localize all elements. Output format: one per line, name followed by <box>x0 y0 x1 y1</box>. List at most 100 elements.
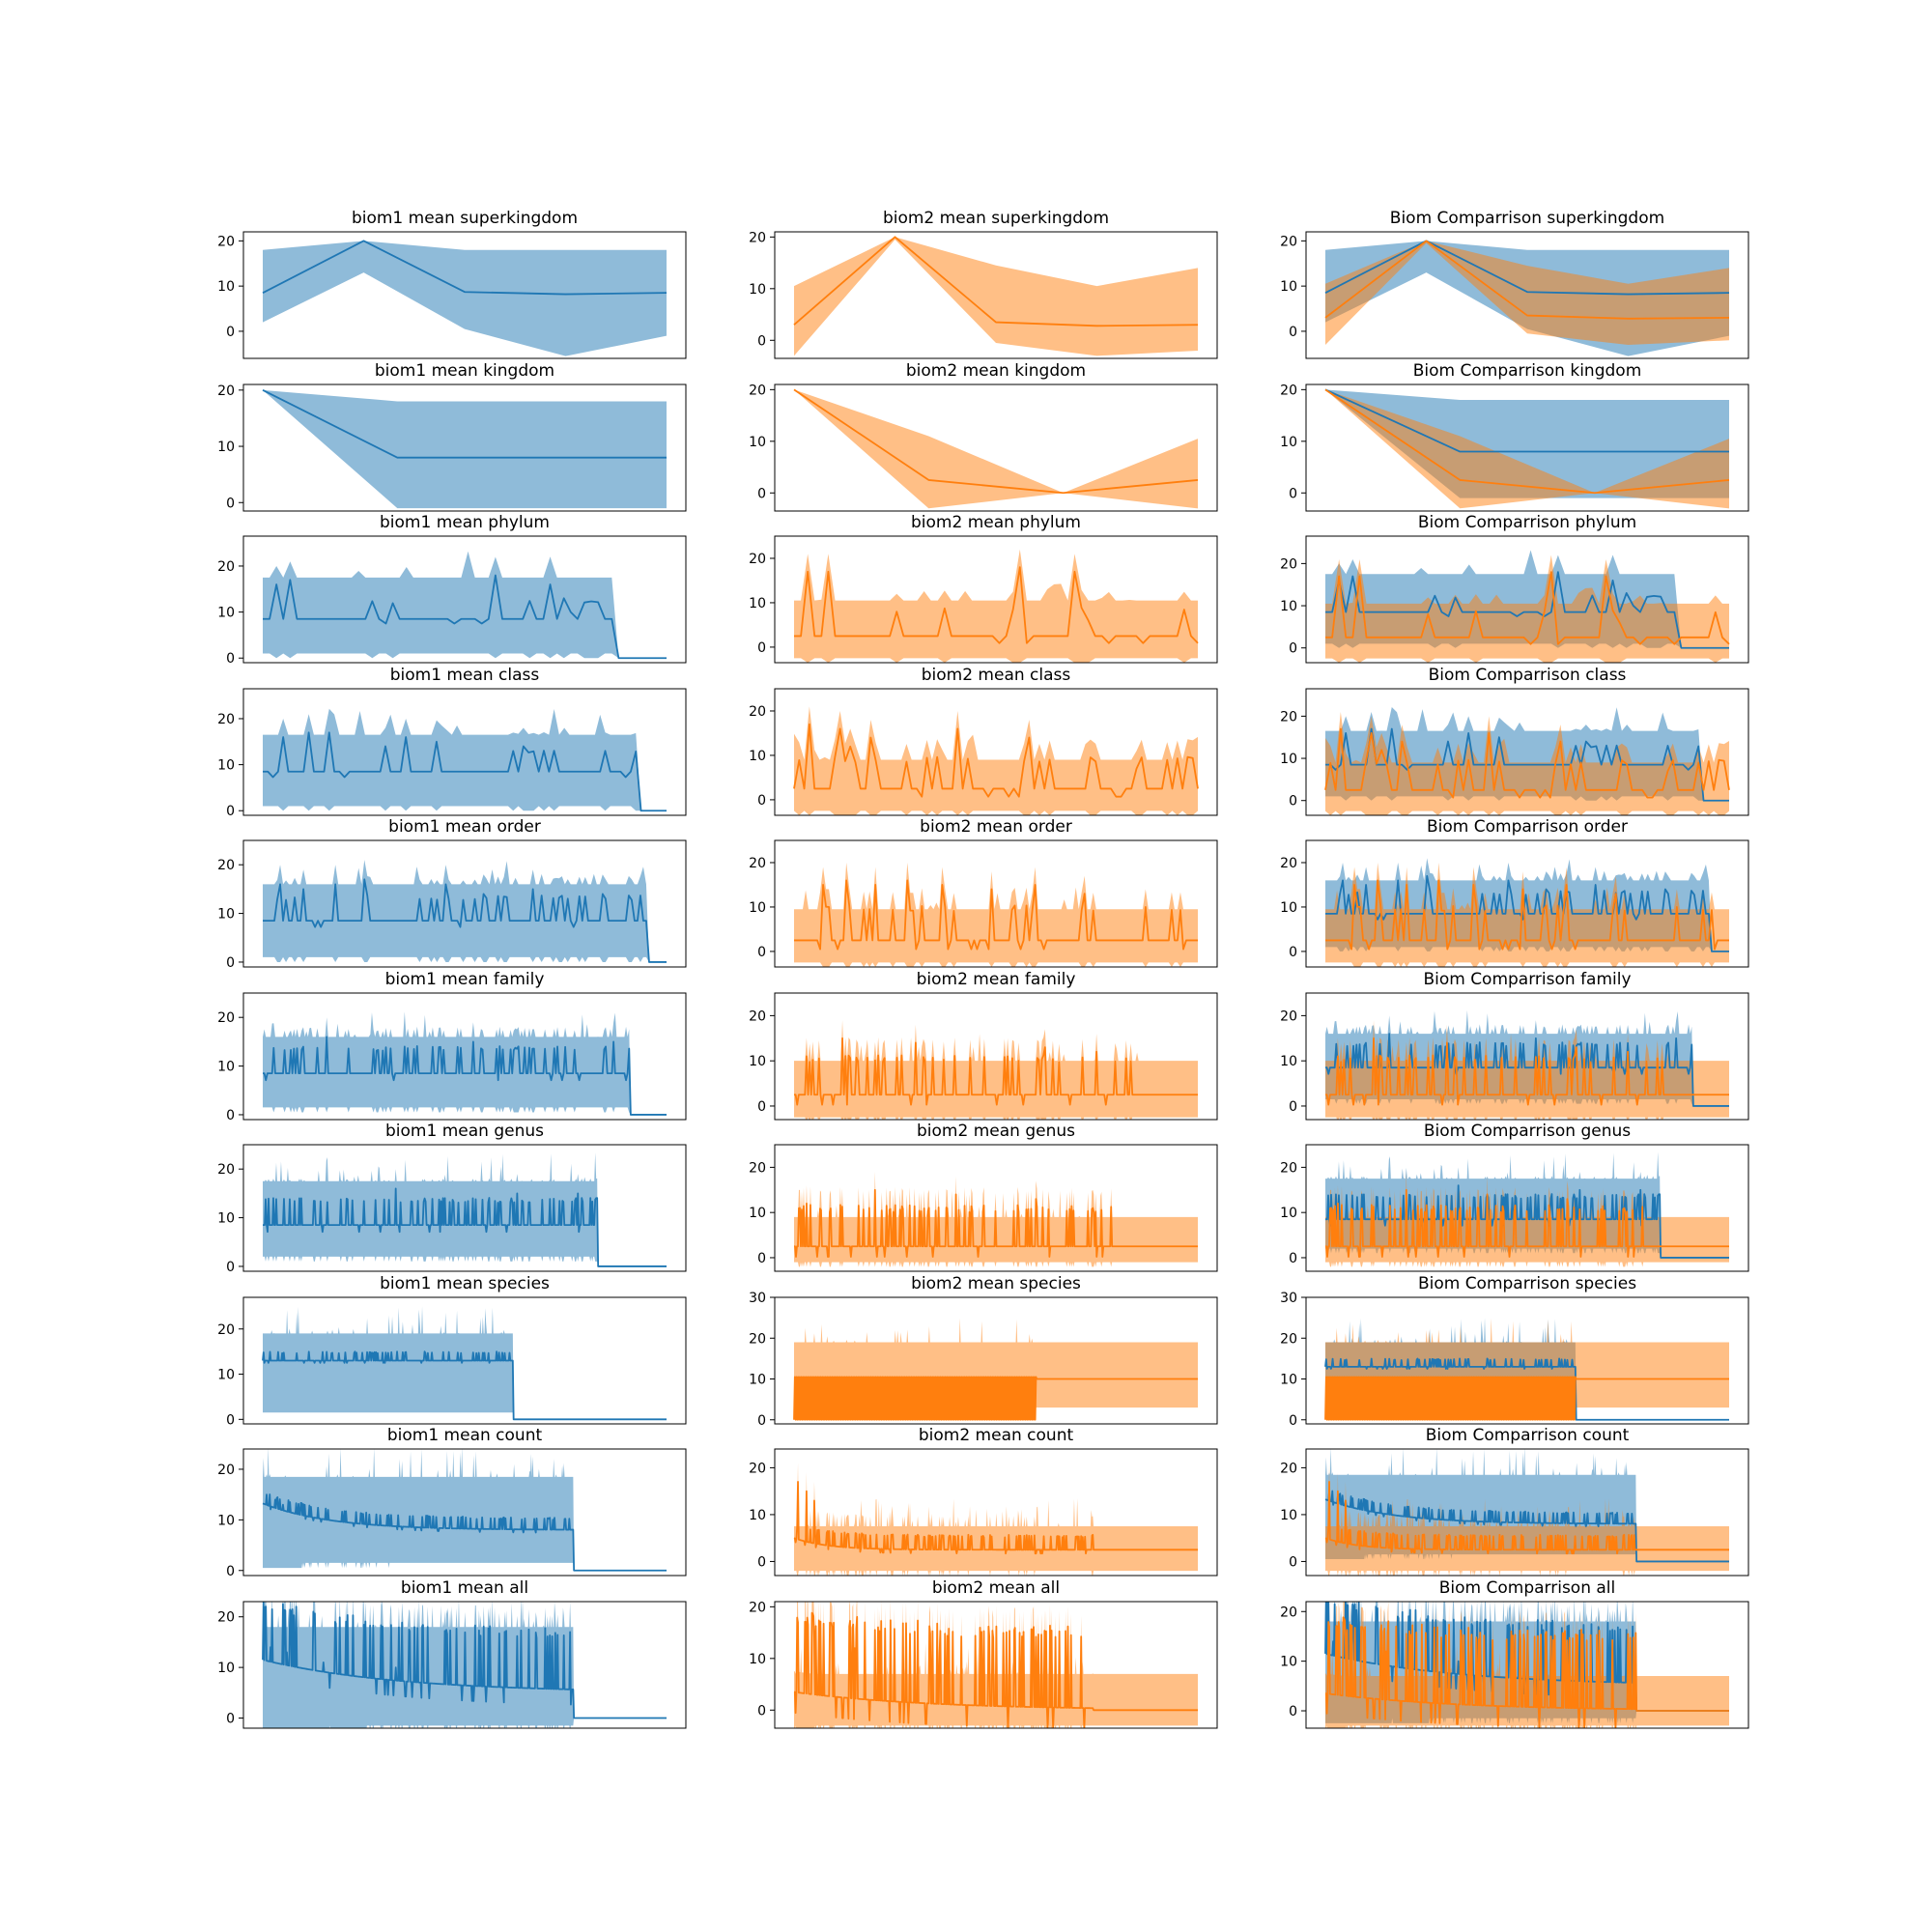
axes-frame <box>242 1601 687 1729</box>
y-tick-label: 20 <box>749 1461 766 1476</box>
axes-frame <box>774 1144 1218 1272</box>
subplot-title: biom1 mean count <box>387 1426 543 1445</box>
y-tick-label: 0 <box>757 1554 766 1570</box>
band-biom2 <box>1325 389 1729 509</box>
y-tick-label: 0 <box>226 651 235 667</box>
subplot-title: biom1 mean kingdom <box>375 361 554 381</box>
y-tick-label: 20 <box>749 1009 766 1024</box>
plot-area <box>794 549 1199 663</box>
mean-line-biom2 <box>1324 1376 1730 1421</box>
plot-area <box>793 1318 1199 1421</box>
subplot-title: biom2 mean order <box>920 817 1072 837</box>
mean-line-biom1 <box>1325 571 1729 649</box>
y-tick-label: 0 <box>757 1099 766 1115</box>
y-tick-label: 20 <box>217 559 235 575</box>
y-tick-label: 30 <box>1280 1291 1297 1306</box>
y-tick-label: 10 <box>749 1508 766 1523</box>
y-tick-label: 20 <box>1280 856 1297 871</box>
subplot-biom2-class: 0 10 20 biom2 mean class <box>749 666 1218 816</box>
subplot-title: biom2 mean all <box>932 1578 1060 1598</box>
y-tick-label: 0 <box>226 496 235 511</box>
plot-area <box>263 860 667 963</box>
subplot-title: biom1 mean genus <box>385 1122 544 1141</box>
subplot-comparison-class: 0 10 20 Biom Comparrison class <box>1280 666 1749 816</box>
subplot-title: biom2 mean family <box>917 970 1076 989</box>
y-tick-label: 10 <box>1280 279 1297 295</box>
axes-frame <box>774 839 1218 968</box>
y-tick-label: 10 <box>1280 599 1297 614</box>
y-tick-label: 20 <box>749 552 766 567</box>
band-biom2 <box>794 389 1198 509</box>
subplot-biom2-kingdom: 0 10 20 biom2 mean kingdom <box>749 361 1218 512</box>
y-tick-label: 20 <box>217 234 235 249</box>
y-tick-label: 0 <box>1289 945 1297 960</box>
y-tick-label: 20 <box>217 858 235 873</box>
y-tick-label: 20 <box>749 1160 766 1176</box>
mean-line-biom2 <box>1325 879 1729 951</box>
y-tick-label: 20 <box>217 1322 235 1338</box>
plot-area <box>1325 1009 1729 1120</box>
subplot-title: Biom Comparrison kingdom <box>1413 361 1642 381</box>
subplot-comparison-phylum: 0 10 20 Biom Comparrison phylum <box>1280 513 1749 664</box>
y-tick-label: 30 <box>749 1291 766 1306</box>
subplot-title: biom2 mean class <box>922 666 1071 685</box>
subplot-title: biom1 mean order <box>388 817 541 837</box>
y-tick-label: 0 <box>226 325 235 340</box>
mean-line-biom1 <box>1324 240 1730 296</box>
axes-frame <box>1305 1601 1749 1729</box>
band-biom2 <box>794 862 1198 967</box>
mean-line-biom1 <box>1325 727 1729 802</box>
plot-area <box>794 1020 1198 1120</box>
axes-frame <box>774 384 1218 512</box>
subplot-title: Biom Comparrison class <box>1429 666 1627 685</box>
plot-area <box>1325 1151 1729 1267</box>
mean-line-biom2 <box>1324 388 1730 495</box>
mean-line-biom1 <box>263 1036 667 1116</box>
mean-line-biom2 <box>1325 1188 1729 1258</box>
y-tick-label: 10 <box>217 758 235 774</box>
band-biom1 <box>263 551 667 659</box>
y-tick-label: 0 <box>1289 1704 1297 1719</box>
subplot-title: Biom Comparrison genus <box>1424 1122 1631 1141</box>
subplot-comparison-all: 0 10 20 Biom Comparrison all <box>1280 1578 1749 1729</box>
subplot-title: biom2 mean phylum <box>911 513 1081 532</box>
mean-line-biom2 <box>794 879 1198 951</box>
mean-line-biom1 <box>263 574 667 660</box>
band-biom2 <box>1325 554 1729 663</box>
y-tick-label: 10 <box>217 1661 235 1676</box>
plot-area <box>793 1463 1199 1576</box>
y-tick-label: 10 <box>749 1054 766 1069</box>
axes-frame <box>242 1448 687 1577</box>
subplot-title: biom2 mean kingdom <box>906 361 1086 381</box>
subplot-biom2-all: 0 10 20 biom2 mean all <box>749 1578 1218 1729</box>
mean-line-biom1 <box>1324 388 1729 453</box>
y-tick-label: 10 <box>749 1652 766 1667</box>
y-tick-label: 10 <box>1280 1206 1297 1221</box>
y-tick-label: 10 <box>1280 1508 1297 1523</box>
y-tick-label: 20 <box>1280 234 1297 249</box>
y-tick-label: 10 <box>217 1060 235 1075</box>
plot-area <box>1325 858 1729 967</box>
y-tick-label: 20 <box>1280 1331 1297 1347</box>
subplot-comparison-species: 0 10 20 30 Biom Comparrison species <box>1280 1274 1749 1429</box>
subplot-comparison-family: 0 10 20 Biom Comparrison family <box>1280 970 1749 1121</box>
axes-frame <box>774 992 1218 1121</box>
subplot-biom1-all: 0 10 20 biom1 mean all <box>217 1578 687 1729</box>
band-biom1 <box>263 389 667 509</box>
subplot-title: biom1 mean family <box>385 970 545 989</box>
y-tick-label: 20 <box>749 1331 766 1347</box>
y-tick-label: 10 <box>1280 900 1297 916</box>
axes-frame <box>242 1144 687 1272</box>
plot-area <box>1325 550 1730 663</box>
band-biom2 <box>794 1020 1198 1120</box>
subplot-biom1-order: 0 10 20 biom1 mean order <box>217 817 687 971</box>
y-tick-label: 10 <box>1280 1373 1297 1388</box>
mean-line-biom1 <box>262 1602 668 1719</box>
axes-frame <box>242 231 687 359</box>
y-tick-label: 10 <box>1280 1054 1297 1069</box>
axes-frame <box>1305 688 1749 816</box>
y-tick-label: 0 <box>226 1564 235 1579</box>
y-tick-label: 10 <box>1280 1655 1297 1670</box>
y-tick-label: 0 <box>1289 641 1297 657</box>
